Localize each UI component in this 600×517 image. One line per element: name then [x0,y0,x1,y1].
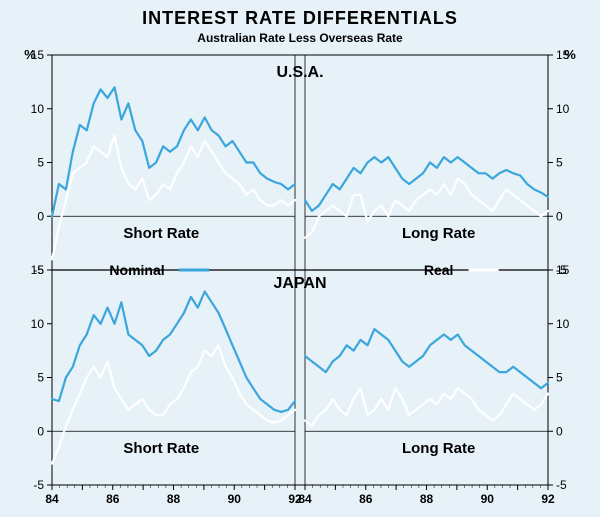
svg-text:Long Rate: Long Rate [402,225,475,242]
chart-title: INTEREST RATE DIFFERENTIALS [0,0,600,29]
chart-container: INTEREST RATE DIFFERENTIALS Australian R… [0,0,600,517]
svg-text:84: 84 [45,492,59,506]
svg-text:15: 15 [31,263,45,277]
svg-text:0: 0 [37,209,44,223]
svg-text:Nominal: Nominal [109,262,164,278]
svg-text:Long Rate: Long Rate [402,440,475,457]
svg-text:%: % [24,47,36,62]
svg-text:5: 5 [37,156,44,170]
svg-text:5: 5 [37,371,44,385]
svg-text:-5: -5 [33,478,44,492]
svg-text:92: 92 [541,492,555,506]
svg-text:0: 0 [556,424,563,438]
svg-text:10: 10 [31,102,45,116]
svg-text:-5: -5 [556,478,567,492]
svg-text:88: 88 [420,492,434,506]
svg-text:10: 10 [556,317,570,331]
svg-text:88: 88 [167,492,181,506]
svg-text:10: 10 [556,102,570,116]
svg-text:5: 5 [556,371,563,385]
chart-subtitle: Australian Rate Less Overseas Rate [0,31,600,45]
svg-text:0: 0 [556,209,563,223]
svg-text:5: 5 [556,156,563,170]
svg-text:10: 10 [31,317,45,331]
svg-text:Short Rate: Short Rate [123,225,199,242]
svg-text:84: 84 [298,492,312,506]
svg-text:%: % [564,47,576,62]
svg-text:0: 0 [37,424,44,438]
svg-text:15: 15 [556,263,570,277]
svg-text:Real: Real [424,262,454,278]
svg-text:86: 86 [106,492,120,506]
svg-text:Short Rate: Short Rate [123,440,199,457]
svg-text:86: 86 [359,492,373,506]
svg-text:JAPAN: JAPAN [273,275,326,292]
svg-text:U.S.A.: U.S.A. [276,64,323,81]
svg-text:90: 90 [481,492,495,506]
chart-svg: -5-5005510101515-5-5005510101515%%848688… [0,45,600,513]
svg-text:90: 90 [228,492,242,506]
